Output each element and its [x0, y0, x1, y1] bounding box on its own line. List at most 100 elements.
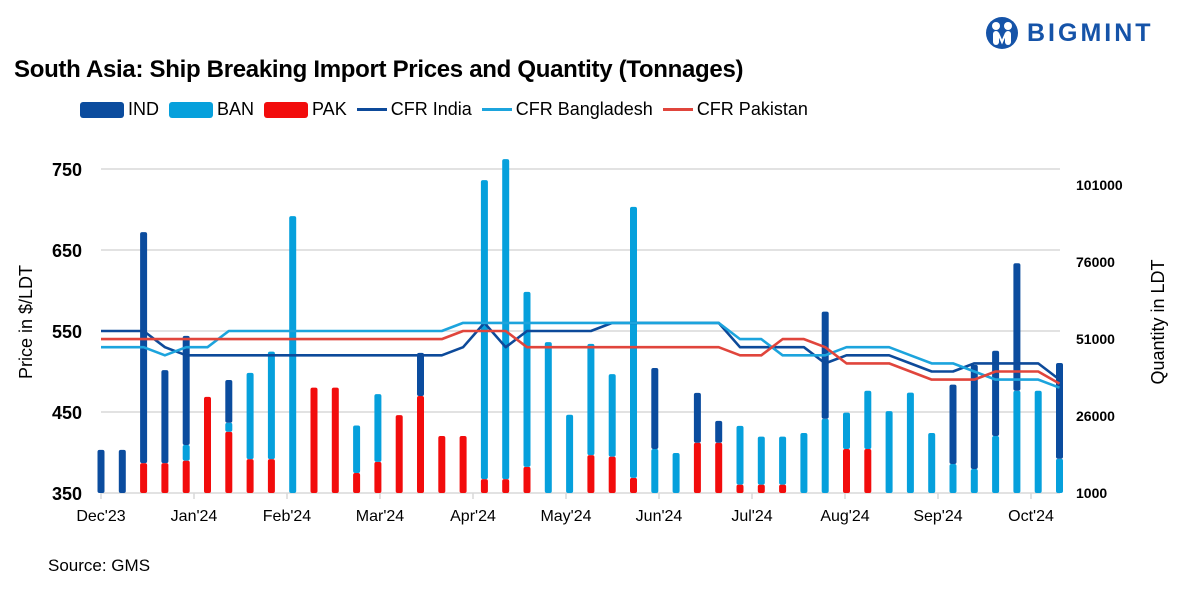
bar-ban	[502, 159, 510, 480]
bar-ban	[630, 206, 637, 478]
bar-ind	[1013, 263, 1021, 391]
bar-ban	[587, 343, 595, 456]
y-right-tick-label: 26000	[1076, 408, 1115, 424]
bar-ban	[992, 436, 1000, 493]
bar-pak	[736, 484, 744, 493]
bar-pak	[417, 395, 424, 493]
bar-pak	[267, 459, 275, 493]
x-tick-label: Feb'24	[263, 508, 312, 525]
bar-pak	[395, 415, 403, 493]
legend-swatch-ban	[169, 101, 213, 118]
bar-ind	[417, 352, 424, 396]
legend-item-cfr-india: CFR India	[356, 99, 472, 120]
bar-ind	[118, 449, 126, 493]
bar-ban	[736, 425, 744, 485]
bar-ban	[800, 432, 808, 493]
legend-swatch-cfr-india	[356, 108, 387, 111]
bar-ban	[267, 351, 275, 460]
bar-ind	[949, 384, 957, 465]
legend-item-cfr-pakistan: CFR Pakistan	[662, 99, 808, 120]
chart-legend: IND BAN PAK CFR India CFR Bangladesh CFR…	[80, 99, 818, 120]
y-right-tick-label: 76000	[1076, 254, 1115, 270]
bar-ban	[1013, 390, 1021, 493]
x-tick-label: Aug'24	[820, 508, 869, 525]
bar-ban	[906, 392, 914, 493]
bar-pak	[374, 461, 382, 493]
line-cfr-bangladesh	[101, 321, 1060, 389]
bar-ban	[672, 452, 680, 493]
bar-ban	[225, 422, 233, 432]
legend-label: IND	[128, 99, 159, 119]
bar-ind	[715, 420, 723, 443]
legend-label: CFR India	[390, 99, 472, 119]
x-tick-label: Oct'24	[1008, 508, 1054, 525]
legend-label: CFR Pakistan	[696, 99, 808, 119]
legend-label: PAK	[312, 99, 347, 119]
y-left-tick-label: 650	[52, 241, 82, 261]
legend-label: BAN	[217, 99, 255, 119]
bar-ban	[779, 436, 787, 485]
bars	[97, 159, 1063, 493]
y-left-axis-title: Price in $/LDT	[16, 265, 36, 379]
bar-pak	[587, 455, 595, 493]
bar-pak	[353, 472, 361, 493]
line-cfr-india	[101, 321, 1061, 381]
chart-title: South Asia: Ship Breaking Import Prices …	[14, 56, 744, 83]
bar-pak	[843, 448, 850, 493]
bar-ban	[566, 414, 574, 493]
bar-pak	[864, 448, 872, 493]
bar-ban	[949, 464, 957, 493]
y-right-tick-label: 101000	[1076, 177, 1123, 193]
x-tick-label: May'24	[540, 508, 591, 525]
bar-ban	[885, 411, 893, 493]
bar-ban	[757, 436, 765, 485]
bar-ban	[970, 468, 978, 493]
y-left-tick-label: 550	[52, 322, 82, 342]
legend-item-ind: IND	[80, 99, 159, 120]
bar-pak	[140, 463, 148, 493]
bar-pak	[502, 479, 510, 493]
price-lines	[101, 321, 1061, 389]
x-tick-label: Jun'24	[636, 508, 683, 525]
bar-pak	[630, 477, 637, 493]
bar-ban	[608, 374, 616, 457]
legend-swatch-pak	[264, 101, 309, 118]
x-tick-label: Dec'23	[76, 508, 125, 525]
legend-swatch-ind	[80, 101, 124, 118]
line-cfr-pakistan	[101, 329, 1061, 385]
x-tick-label: Mar'24	[356, 508, 405, 525]
y-right-axis-title: Quantity in LDT	[1148, 259, 1168, 384]
bar-ban	[182, 444, 190, 461]
bar-pak	[438, 436, 446, 493]
bar-ban	[843, 412, 850, 449]
bar-ind	[97, 449, 105, 493]
bar-ind	[821, 311, 829, 419]
bar-pak	[310, 387, 318, 493]
bar-ind	[651, 367, 659, 449]
bar-ban	[651, 448, 659, 493]
y-left-tick-label: 350	[52, 484, 82, 504]
bar-pak	[246, 459, 254, 493]
bar-ind	[970, 364, 978, 469]
legend-swatch-cfr-bangladesh	[481, 108, 512, 111]
legend-item-pak: PAK	[264, 99, 347, 120]
bar-ban	[821, 418, 829, 493]
legend-swatch-cfr-pakistan	[662, 108, 693, 111]
y-left-tick-label: 450	[52, 403, 82, 423]
bar-pak	[523, 466, 531, 493]
bar-ban	[353, 425, 361, 473]
bar-ban	[246, 372, 254, 460]
bigmint-wordmark: BIGMINT	[1027, 18, 1154, 47]
legend-item-ban: BAN	[169, 99, 254, 120]
bar-pak	[204, 396, 211, 493]
x-tick-label: Jul'24	[731, 508, 772, 525]
x-tick-label: Apr'24	[450, 508, 496, 525]
bar-pak	[480, 479, 488, 493]
bar-pak	[757, 484, 765, 493]
bar-ban	[864, 390, 872, 449]
y-right-tick-label: 1000	[1076, 485, 1107, 501]
bar-ind	[161, 370, 169, 464]
bar-ind	[693, 392, 701, 443]
legend-item-cfr-bangladesh: CFR Bangladesh	[481, 99, 653, 120]
